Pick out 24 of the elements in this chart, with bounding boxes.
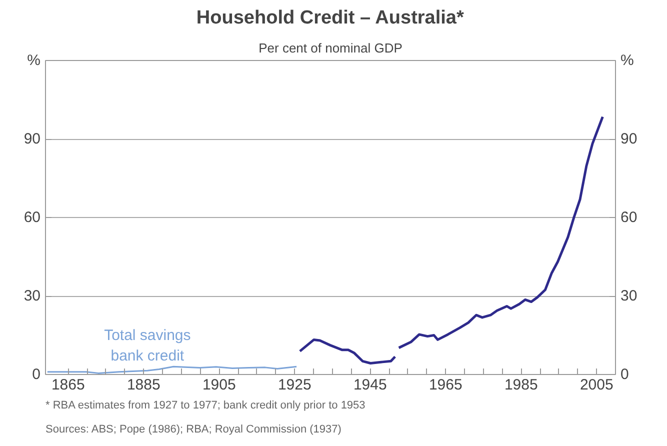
x-tick-label: 2005 bbox=[580, 376, 614, 394]
y2-tick-label: 90 bbox=[620, 130, 638, 148]
y2-tick-label: 0 bbox=[620, 366, 629, 383]
x-tick-label: 1865 bbox=[51, 376, 85, 394]
source-note: Sources: ABS; Pope (1986); RBA; Royal Commission (1937) bbox=[46, 424, 342, 436]
x-tick-label: 1945 bbox=[353, 376, 387, 394]
chart-title: Household Credit – Australia* bbox=[196, 8, 464, 28]
chart-subtitle: Per cent of nominal GDP bbox=[258, 40, 402, 56]
text: * RBA estimates from 1927 to 1977; bank credit only prior to 1953 bbox=[46, 400, 366, 412]
y2-tick-label: 60 bbox=[620, 209, 638, 226]
y-tick-label: 0 bbox=[32, 366, 40, 383]
y-tick-label: 60 bbox=[24, 209, 41, 226]
x-tick-label: 1925 bbox=[278, 376, 312, 394]
y2-tick-label: 30 bbox=[620, 288, 638, 304]
x-tick-label: 1965 bbox=[428, 376, 462, 394]
series-label: Total savings bank credit bbox=[104, 327, 191, 365]
y-tick-label: 90 bbox=[24, 130, 41, 148]
y2-axis-title: % bbox=[620, 52, 634, 69]
x-tick-label: 1885 bbox=[126, 376, 160, 394]
x-tick-label: 1985 bbox=[504, 376, 538, 394]
x-tick-label: 1905 bbox=[202, 376, 236, 394]
line-series bbox=[46, 366, 298, 374]
y-axis-title: % bbox=[27, 52, 41, 69]
y-tick-label: 30 bbox=[24, 288, 41, 304]
